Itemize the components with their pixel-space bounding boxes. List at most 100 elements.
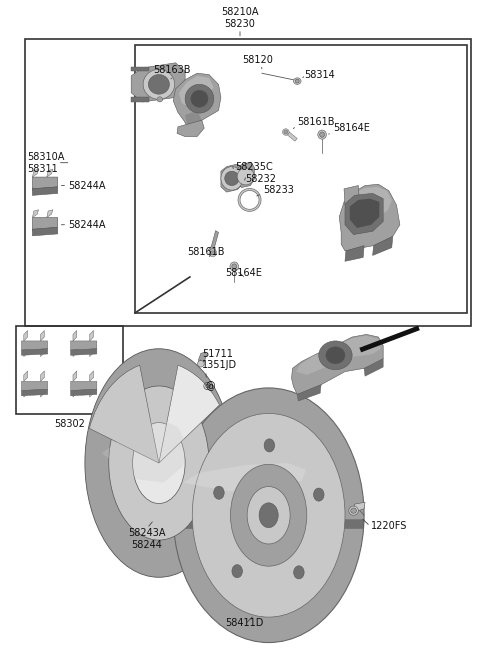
Polygon shape bbox=[177, 120, 204, 137]
Polygon shape bbox=[90, 330, 94, 341]
Polygon shape bbox=[24, 371, 28, 382]
Ellipse shape bbox=[198, 361, 204, 367]
Ellipse shape bbox=[214, 486, 224, 499]
Ellipse shape bbox=[185, 84, 214, 113]
Text: 58120: 58120 bbox=[242, 55, 273, 65]
Ellipse shape bbox=[225, 171, 239, 185]
Text: 58232: 58232 bbox=[245, 174, 276, 184]
Polygon shape bbox=[221, 164, 242, 192]
Ellipse shape bbox=[109, 386, 209, 540]
Ellipse shape bbox=[230, 464, 307, 566]
Ellipse shape bbox=[293, 78, 301, 84]
Polygon shape bbox=[296, 336, 381, 375]
Polygon shape bbox=[183, 463, 306, 491]
Polygon shape bbox=[24, 346, 28, 357]
Bar bbox=[16, 326, 123, 414]
Polygon shape bbox=[237, 162, 254, 187]
Polygon shape bbox=[297, 385, 321, 401]
Polygon shape bbox=[22, 349, 48, 355]
Text: 58314: 58314 bbox=[304, 70, 335, 79]
Text: 58244A: 58244A bbox=[68, 219, 106, 230]
Polygon shape bbox=[33, 217, 58, 229]
Text: 58411D: 58411D bbox=[226, 618, 264, 628]
Text: 58164E: 58164E bbox=[226, 268, 263, 279]
Polygon shape bbox=[71, 341, 97, 350]
Polygon shape bbox=[33, 182, 38, 191]
Ellipse shape bbox=[232, 264, 237, 269]
Polygon shape bbox=[22, 382, 48, 390]
Text: 58302: 58302 bbox=[54, 419, 84, 428]
Text: @: @ bbox=[205, 381, 215, 391]
Polygon shape bbox=[33, 187, 58, 195]
Ellipse shape bbox=[282, 129, 289, 135]
Polygon shape bbox=[131, 97, 149, 102]
Polygon shape bbox=[339, 184, 400, 251]
Polygon shape bbox=[47, 182, 53, 191]
Ellipse shape bbox=[295, 79, 299, 83]
Polygon shape bbox=[350, 198, 379, 228]
Ellipse shape bbox=[85, 349, 233, 578]
Polygon shape bbox=[344, 185, 360, 205]
Polygon shape bbox=[131, 63, 185, 102]
Ellipse shape bbox=[191, 90, 208, 107]
Ellipse shape bbox=[192, 413, 345, 617]
Text: 58210A
58230: 58210A 58230 bbox=[221, 7, 259, 29]
Ellipse shape bbox=[230, 262, 239, 271]
Text: @: @ bbox=[203, 382, 211, 390]
Ellipse shape bbox=[319, 341, 352, 370]
Polygon shape bbox=[90, 346, 94, 357]
Ellipse shape bbox=[209, 249, 216, 257]
Text: 58161B: 58161B bbox=[188, 248, 225, 258]
Ellipse shape bbox=[237, 168, 254, 185]
Text: 58310A
58311: 58310A 58311 bbox=[28, 152, 65, 173]
Wedge shape bbox=[159, 365, 219, 463]
Ellipse shape bbox=[259, 503, 278, 528]
Ellipse shape bbox=[264, 439, 275, 452]
Wedge shape bbox=[89, 365, 159, 463]
Text: 58163B: 58163B bbox=[153, 64, 191, 74]
Polygon shape bbox=[71, 349, 97, 355]
Polygon shape bbox=[131, 67, 149, 72]
Ellipse shape bbox=[132, 422, 185, 503]
Polygon shape bbox=[47, 170, 53, 177]
Ellipse shape bbox=[351, 508, 357, 513]
Bar bbox=[25, 39, 471, 326]
Polygon shape bbox=[22, 389, 48, 396]
Polygon shape bbox=[90, 386, 94, 397]
Polygon shape bbox=[73, 346, 77, 357]
Polygon shape bbox=[24, 386, 28, 397]
Polygon shape bbox=[73, 386, 77, 397]
Polygon shape bbox=[345, 193, 383, 235]
Ellipse shape bbox=[313, 488, 324, 501]
Text: 58244A: 58244A bbox=[68, 181, 106, 191]
Ellipse shape bbox=[294, 566, 304, 579]
Text: 51711: 51711 bbox=[202, 349, 233, 359]
Polygon shape bbox=[372, 237, 393, 256]
Text: 1351JD: 1351JD bbox=[202, 359, 237, 370]
Polygon shape bbox=[185, 110, 202, 127]
Polygon shape bbox=[208, 231, 218, 252]
Polygon shape bbox=[71, 382, 97, 390]
Polygon shape bbox=[33, 177, 58, 189]
Text: 58233: 58233 bbox=[263, 185, 294, 194]
Ellipse shape bbox=[247, 487, 290, 544]
Ellipse shape bbox=[318, 130, 326, 139]
Text: 58164E: 58164E bbox=[333, 124, 370, 133]
Polygon shape bbox=[33, 227, 58, 236]
Polygon shape bbox=[90, 371, 94, 382]
Text: 58235C: 58235C bbox=[235, 162, 273, 173]
Polygon shape bbox=[355, 502, 365, 512]
Polygon shape bbox=[102, 420, 188, 483]
Polygon shape bbox=[174, 520, 364, 528]
Ellipse shape bbox=[148, 74, 169, 94]
Polygon shape bbox=[345, 246, 364, 261]
Ellipse shape bbox=[349, 506, 359, 515]
Ellipse shape bbox=[143, 70, 175, 99]
Polygon shape bbox=[344, 187, 392, 228]
Polygon shape bbox=[40, 371, 44, 382]
Polygon shape bbox=[40, 346, 44, 357]
Ellipse shape bbox=[284, 130, 288, 134]
Ellipse shape bbox=[232, 564, 242, 578]
Polygon shape bbox=[22, 341, 48, 350]
Polygon shape bbox=[291, 334, 383, 394]
